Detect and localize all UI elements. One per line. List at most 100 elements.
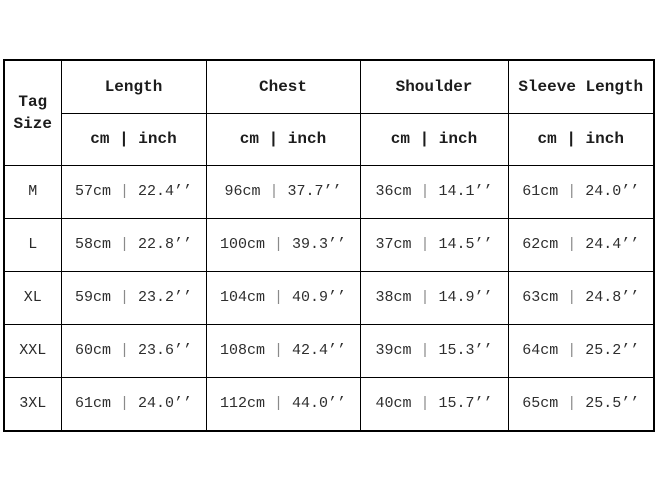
pipe-separator: | <box>567 236 577 253</box>
cm-value: 60cm <box>74 342 111 359</box>
pipe-separator: | <box>119 236 129 253</box>
pipe-separator: | <box>567 342 577 359</box>
tag-size-line1: Tag <box>18 92 48 111</box>
chest-cell: 96cm | 37.7’’ <box>205 164 361 219</box>
inch-value: 37.7’’ <box>287 183 342 200</box>
pipe-separator: | <box>119 183 129 200</box>
pipe-separator: | <box>420 236 430 253</box>
length-cell: 61cm | 24.0’’ <box>60 376 207 432</box>
cm-value: 58cm <box>74 236 111 253</box>
size-label: XL <box>3 270 62 325</box>
inch-value: 22.8’’ <box>138 236 193 253</box>
inch-value: 42.4’’ <box>292 342 347 359</box>
shoulder-cell: 37cm | 14.5’’ <box>359 217 509 272</box>
table-row-xl: XL 59cm | 23.2’’ 104cm | 40.9’’ 38cm | 14.9’’ … <box>3 270 655 325</box>
tag-size-line2: Size <box>13 114 52 133</box>
cm-value: 39cm <box>375 342 412 359</box>
sleeve-length-cell: 63cm | 24.8’’ <box>507 270 655 325</box>
pipe-separator: | <box>119 342 129 359</box>
size-label: 3XL <box>3 376 62 432</box>
chest-cell: 104cm | 40.9’’ <box>205 270 361 325</box>
length-cell: 59cm | 23.2’’ <box>60 270 207 325</box>
cm-value: 62cm <box>522 236 559 253</box>
pipe-separator: | <box>420 395 430 413</box>
table-row-3xl: 3XL 61cm | 24.0’’ 112cm | 44.0’’ 40cm | 15.7’’… <box>3 376 655 432</box>
pipe-separator: | <box>567 183 577 200</box>
inch-value: 25.5’’ <box>585 395 640 413</box>
unit-header-length: cm | inch <box>60 112 207 166</box>
column-header-row: Tag Size Length Chest Shoulder Sleeve Le… <box>3 59 655 166</box>
column-header-sleeve-length: Sleeve Length <box>507 59 655 114</box>
cm-value: 108cm <box>219 342 265 359</box>
length-cell: 60cm | 23.6’’ <box>60 323 207 378</box>
inch-value: 25.2’’ <box>585 342 640 359</box>
cm-value: 40cm <box>375 395 412 413</box>
size-chart-table: Tag Size Length Chest Shoulder Sleeve Le… <box>3 59 655 432</box>
inch-value: 14.1’’ <box>438 183 493 200</box>
unit-header-sleeve-length: cm | inch <box>507 112 655 166</box>
shoulder-cell: 39cm | 15.3’’ <box>359 323 509 378</box>
inch-value: 40.9’’ <box>292 289 347 306</box>
size-label: XXL <box>3 323 62 378</box>
pipe-separator: | <box>420 342 430 359</box>
sleeve-length-cell: 64cm | 25.2’’ <box>507 323 655 378</box>
inch-value: 14.5’’ <box>438 236 493 253</box>
pipe-separator: | <box>273 395 283 413</box>
pipe-separator: | <box>420 289 430 306</box>
sleeve-length-cell: 62cm | 24.4’’ <box>507 217 655 272</box>
column-header-chest: Chest <box>205 59 361 114</box>
cm-value: 38cm <box>375 289 412 306</box>
inch-value: 23.2’’ <box>138 289 193 306</box>
inch-value: 24.8’’ <box>585 289 640 306</box>
table-row-m: M 57cm | 22.4’’ 96cm | 37.7’’ 36cm | 14.1’’ 61… <box>3 164 655 219</box>
column-header-length: Length <box>60 59 207 114</box>
pipe-separator: | <box>273 342 283 359</box>
inch-value: 24.0’’ <box>585 183 640 200</box>
unit-header-row: cm | inch cm | inch cm | inch cm | inch <box>4 112 655 166</box>
inch-value: 14.9’’ <box>438 289 493 306</box>
cm-value: 59cm <box>74 289 111 306</box>
cm-value: 64cm <box>522 342 559 359</box>
shoulder-cell: 38cm | 14.9’’ <box>359 270 509 325</box>
length-cell: 58cm | 22.8’’ <box>60 217 207 272</box>
sleeve-length-cell: 61cm | 24.0’’ <box>507 164 655 219</box>
inch-value: 23.6’’ <box>138 342 193 359</box>
pipe-separator: | <box>273 289 283 306</box>
inch-value: 39.3’’ <box>292 236 347 253</box>
column-header-shoulder: Shoulder <box>359 59 509 114</box>
cm-value: 112cm <box>219 395 265 413</box>
pipe-separator: | <box>269 183 279 200</box>
size-label: M <box>3 164 62 219</box>
cm-value: 65cm <box>522 395 559 413</box>
pipe-separator: | <box>420 183 430 200</box>
chest-cell: 112cm | 44.0’’ <box>205 376 361 432</box>
cm-value: 37cm <box>375 236 412 253</box>
unit-header-chest: cm | inch <box>205 112 361 166</box>
sleeve-length-cell: 65cm | 25.5’’ <box>507 376 655 432</box>
pipe-separator: | <box>567 395 577 413</box>
table-row-xxl: XXL 60cm | 23.6’’ 108cm | 42.4’’ 39cm | 15.3’’… <box>3 323 655 378</box>
inch-value: 15.7’’ <box>438 395 493 413</box>
cm-value: 100cm <box>219 236 265 253</box>
inch-value: 44.0’’ <box>292 395 347 413</box>
unit-header-shoulder: cm | inch <box>359 112 509 166</box>
cm-value: 36cm <box>375 183 412 200</box>
cm-value: 96cm <box>224 183 261 200</box>
chest-cell: 100cm | 39.3’’ <box>205 217 361 272</box>
cm-value: 63cm <box>522 289 559 306</box>
shoulder-cell: 40cm | 15.7’’ <box>359 376 509 432</box>
shoulder-cell: 36cm | 14.1’’ <box>359 164 509 219</box>
pipe-separator: | <box>119 395 129 413</box>
cm-value: 104cm <box>219 289 265 306</box>
inch-value: 24.0’’ <box>138 395 193 413</box>
inch-value: 22.4’’ <box>138 183 193 200</box>
tag-size-corner-header: Tag Size <box>3 59 62 166</box>
cm-value: 61cm <box>522 183 559 200</box>
cm-value: 61cm <box>74 395 111 413</box>
cm-value: 57cm <box>74 183 111 200</box>
pipe-separator: | <box>567 289 577 306</box>
length-cell: 57cm | 22.4’’ <box>60 164 207 219</box>
chest-cell: 108cm | 42.4’’ <box>205 323 361 378</box>
inch-value: 24.4’’ <box>585 236 640 253</box>
pipe-separator: | <box>273 236 283 253</box>
